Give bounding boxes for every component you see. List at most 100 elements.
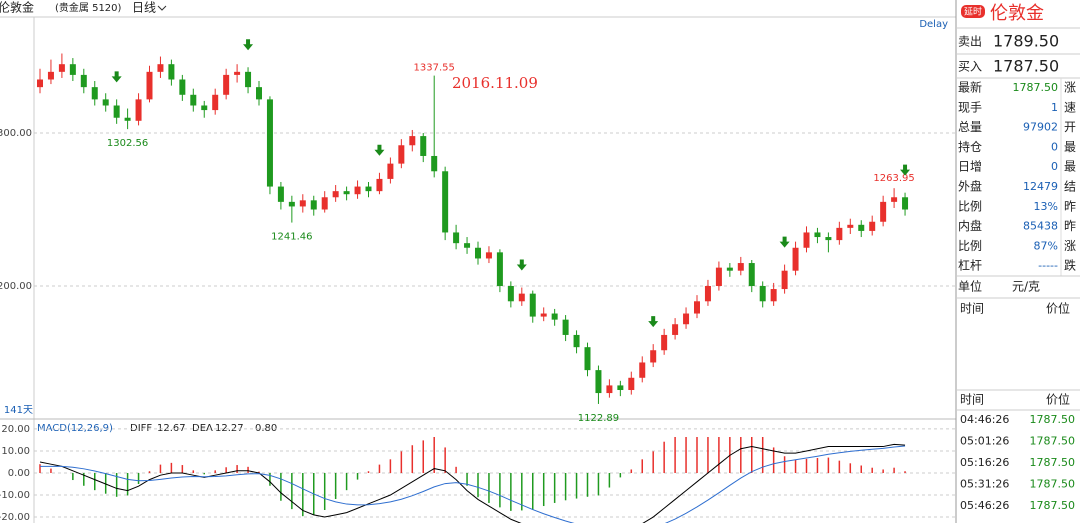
candle-body — [179, 79, 186, 95]
row-value: 0 — [1051, 160, 1058, 173]
candle-body — [212, 94, 219, 111]
candle-body — [409, 136, 416, 146]
row-value: ----- — [1038, 259, 1058, 272]
trades-header: 价位 — [1046, 392, 1070, 407]
candle-body — [47, 71, 54, 80]
row-label: 速 — [1064, 100, 1076, 114]
row-label: 比例 — [958, 239, 982, 253]
unit-label: 单位 — [958, 279, 982, 294]
extreme-label: 1302.56 — [107, 138, 148, 149]
candle-body — [135, 99, 142, 121]
row-value: 1 — [1051, 101, 1058, 114]
candle-body — [606, 385, 613, 394]
buy-label: 买入 — [958, 60, 982, 74]
candle-body — [759, 285, 766, 302]
row-label: 持仓 — [958, 139, 982, 154]
trades-header: 时间 — [960, 393, 984, 407]
macd-title[interactable]: MACD(12,26,9) — [37, 423, 113, 434]
signal-arrow — [374, 144, 385, 156]
candle-body — [113, 105, 120, 118]
candle-body — [880, 201, 887, 222]
y-tick-label: 10.00 — [1, 446, 30, 457]
diff-value: 12.67 — [157, 423, 186, 434]
candle-body — [266, 99, 273, 187]
candle-body — [518, 293, 525, 302]
candle-body — [453, 232, 460, 244]
signal-arrow — [243, 39, 254, 51]
candle-body — [781, 270, 788, 290]
candle-body — [365, 186, 372, 192]
row-label: 昨 — [1064, 219, 1076, 233]
candle-body — [672, 324, 679, 335]
candle-body — [354, 186, 361, 195]
sell-label: 卖出 — [958, 35, 982, 49]
candle-body — [496, 252, 503, 286]
candle-body — [146, 71, 153, 100]
candle-body — [814, 232, 821, 238]
sell-price: 1789.50 — [993, 32, 1059, 51]
signal-arrow — [516, 259, 527, 271]
candle-body — [650, 350, 657, 363]
dea-value: 12.27 — [215, 423, 244, 434]
candle-body — [748, 263, 755, 286]
candle-body — [573, 334, 580, 348]
trade-time: 05:31:26 — [960, 478, 1009, 491]
candle-body — [332, 191, 339, 198]
trade-time: 04:46:26 — [960, 413, 1009, 426]
row-value: 13% — [1034, 200, 1058, 213]
candle-body — [639, 362, 646, 378]
diff-line — [39, 443, 906, 523]
trade-time: 05:16:26 — [960, 456, 1009, 469]
days: 141天 — [4, 405, 33, 416]
candle-body — [891, 197, 898, 202]
row-label: 开 — [1064, 120, 1076, 134]
trade-price: 1787.50 — [1030, 478, 1076, 491]
candle-body — [234, 71, 241, 75]
candle-body — [617, 385, 624, 391]
row-label: 比例 — [958, 199, 982, 213]
candle-body — [223, 74, 230, 95]
row-value: 87% — [1034, 239, 1058, 252]
row-label: 跌 — [1064, 258, 1076, 273]
extreme-label: 1263.95 — [873, 173, 914, 184]
candle-body — [299, 200, 306, 207]
candle-body — [387, 163, 394, 179]
row-label: 结 — [1064, 180, 1076, 194]
y-tick-label: 20.00 — [1, 424, 30, 435]
badge: 延时 — [964, 6, 982, 18]
candle-body — [540, 313, 547, 317]
candle-body — [190, 94, 197, 106]
candle-body — [715, 267, 722, 286]
candle-body — [737, 263, 744, 271]
row-label: 最 — [1064, 140, 1076, 154]
candle-body — [69, 64, 76, 75]
row-label: 外盘 — [958, 179, 982, 194]
ticks-header: 价位 — [1046, 301, 1070, 316]
extreme-label: 1122.89 — [578, 413, 619, 424]
dea-line — [40, 445, 906, 523]
candle-body — [485, 252, 492, 259]
unit: 元/克 — [1012, 280, 1040, 294]
candle-body — [168, 64, 175, 80]
macd-value: 0.80 — [255, 423, 277, 434]
candle-body — [562, 319, 569, 335]
candle-body — [726, 267, 733, 271]
candle-body — [770, 289, 777, 302]
candle-body — [475, 247, 481, 259]
y-tick-label: -20.00 — [0, 512, 30, 523]
candle-body — [442, 171, 449, 233]
row-label: 涨 — [1064, 80, 1076, 95]
dropdown-icon[interactable] — [157, 5, 167, 11]
candle-body — [792, 247, 799, 271]
candle-body — [858, 224, 865, 231]
candle-body — [683, 313, 690, 325]
y-tick-label: -10.00 — [0, 490, 30, 501]
extreme-label: 1337.55 — [414, 63, 455, 74]
period[interactable]: 日线 — [132, 1, 156, 15]
candle-body — [464, 243, 471, 248]
candle-body — [343, 191, 350, 195]
candle-body — [256, 87, 262, 100]
row-label: 涨 — [1064, 238, 1076, 253]
candle-body — [836, 227, 843, 241]
